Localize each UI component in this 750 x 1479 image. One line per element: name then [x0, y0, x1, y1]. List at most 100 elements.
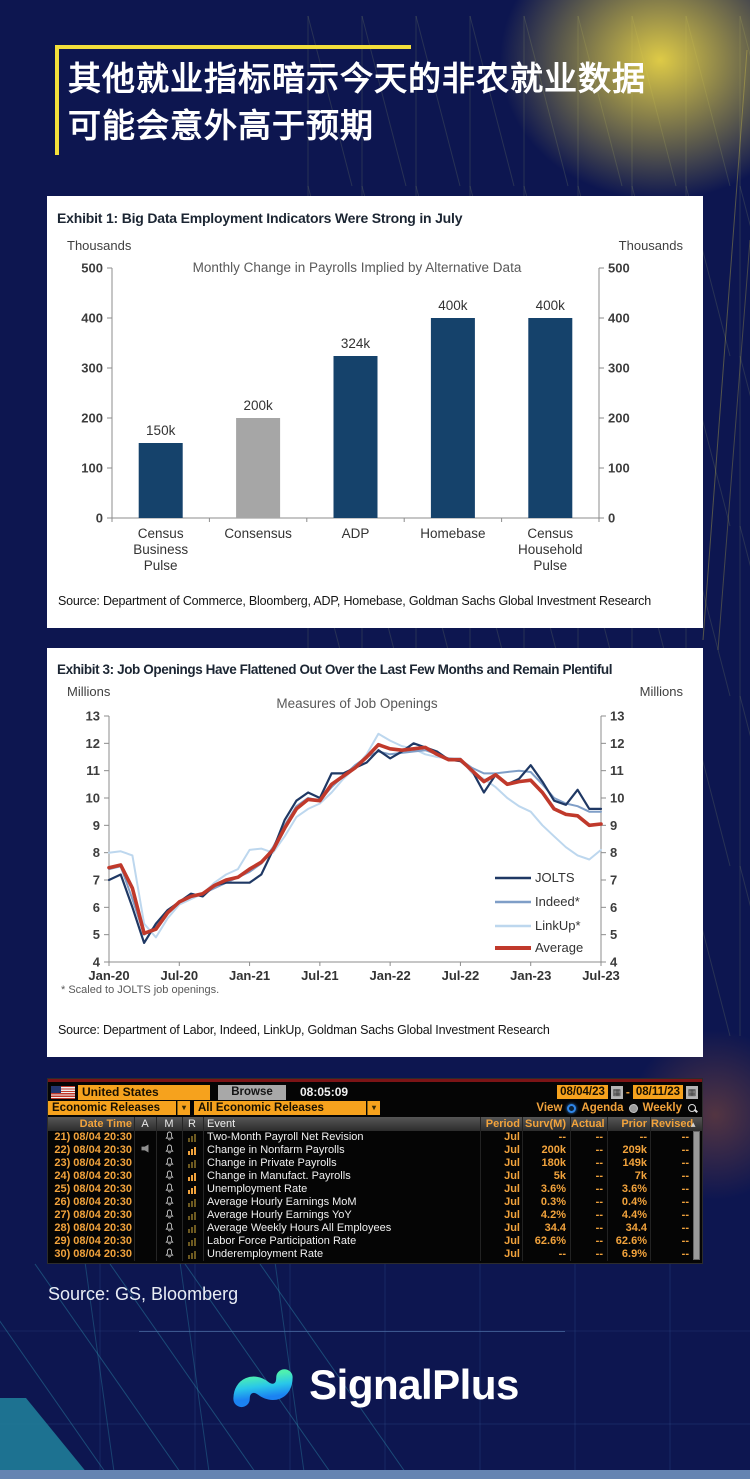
svg-text:6: 6	[610, 900, 617, 915]
table-header-row: Date Time A M R Event Period Surv(M) Act…	[48, 1117, 702, 1131]
view-label: View	[536, 1102, 563, 1114]
bell-icon[interactable]	[156, 1170, 181, 1183]
row-number-datetime: 30) 08/04 20:30	[54, 1248, 132, 1260]
title-accent-top	[55, 45, 411, 49]
alert-cell	[134, 1209, 155, 1222]
svg-text:Jan-20: Jan-20	[88, 968, 129, 983]
category-dropdown[interactable]: Economic Releases ▾	[48, 1101, 190, 1115]
svg-text:400: 400	[81, 311, 103, 326]
svg-text:300: 300	[81, 361, 103, 376]
svg-text:0: 0	[96, 511, 103, 526]
svg-text:12: 12	[86, 736, 100, 751]
release-row[interactable]: 27) 08/04 20:30 Average Hourly Earnings Y…	[48, 1209, 702, 1222]
release-row[interactable]: 25) 08/04 20:30 Unemployment Rate Jul 3.6% -…	[48, 1183, 702, 1196]
release-row[interactable]: 23) 08/04 20:30 Change in Private Payroll…	[48, 1157, 702, 1170]
release-row[interactable]: 30) 08/04 20:30 Underemployment Rate Jul --…	[48, 1248, 702, 1261]
chart-icon[interactable]	[182, 1183, 202, 1196]
prior-cell: --	[607, 1131, 647, 1144]
scrollbar[interactable]	[693, 1131, 700, 1260]
period-cell: Jul	[480, 1209, 520, 1222]
bell-icon[interactable]	[156, 1157, 181, 1170]
agenda-radio[interactable]	[628, 1103, 638, 1113]
bell-icon[interactable]	[156, 1235, 181, 1248]
col-r[interactable]: R	[182, 1117, 202, 1131]
date-from-field[interactable]: 08/04/23	[557, 1085, 608, 1099]
bloomberg-terminal: United States Browse 08:05:09 08/04/23 ▦…	[47, 1078, 703, 1264]
terminal-top-strip	[48, 1079, 702, 1082]
svg-text:ADP: ADP	[342, 526, 370, 541]
release-row[interactable]: 26) 08/04 20:30 Average Hourly Earnings M…	[48, 1196, 702, 1209]
col-event[interactable]: Event	[203, 1117, 479, 1131]
bell-icon[interactable]	[156, 1222, 181, 1235]
bell-icon[interactable]	[156, 1183, 181, 1196]
browse-button[interactable]: Browse	[218, 1085, 286, 1100]
svg-text:Jul-22: Jul-22	[442, 968, 480, 983]
svg-text:400k: 400k	[438, 298, 468, 313]
svg-text:7: 7	[93, 873, 100, 888]
prior-cell: 3.6%	[607, 1183, 647, 1196]
chart-icon[interactable]	[182, 1235, 202, 1248]
alert-cell	[134, 1170, 155, 1183]
chart-icon[interactable]	[182, 1209, 202, 1222]
calendar-icon[interactable]: ▦	[610, 1085, 623, 1099]
chart-icon[interactable]	[182, 1196, 202, 1209]
revised-cell: --	[650, 1235, 689, 1248]
release-row[interactable]: 29) 08/04 20:30 Labor Force Participation…	[48, 1235, 702, 1248]
release-row[interactable]: 21) 08/04 20:30 Two-Month Payroll Net Rev…	[48, 1131, 702, 1144]
survey-cell: 180k	[522, 1157, 566, 1170]
date-to-field[interactable]: 08/11/23	[632, 1085, 683, 1099]
period-cell: Jul	[480, 1144, 520, 1157]
col-datetime[interactable]: Date Time	[79, 1118, 132, 1130]
release-row[interactable]: 28) 08/04 20:30 Average Weekly Hours All …	[48, 1222, 702, 1235]
bell-icon[interactable]	[156, 1131, 181, 1144]
svg-text:Census: Census	[138, 526, 184, 541]
sort-icon[interactable]: ▴	[691, 1119, 696, 1129]
chart-icon[interactable]	[182, 1144, 202, 1157]
exhibit3-card: Exhibit 3: Job Openings Have Flattened O…	[47, 648, 703, 1057]
chevron-down-icon[interactable]: ▾	[177, 1101, 190, 1115]
survey-cell: --	[522, 1131, 566, 1144]
bell-icon[interactable]	[156, 1248, 181, 1261]
line-chart-title: Measures of Job Openings	[276, 696, 438, 711]
period-cell: Jul	[480, 1248, 520, 1261]
svg-text:400: 400	[608, 311, 630, 326]
svg-text:200: 200	[81, 411, 103, 426]
revised-cell: --	[650, 1196, 689, 1209]
chart-icon[interactable]	[182, 1131, 202, 1144]
view-radio[interactable]	[567, 1103, 577, 1113]
col-period[interactable]: Period	[480, 1117, 520, 1131]
release-row[interactable]: 24) 08/04 20:30 Change in Manufact. Payro…	[48, 1170, 702, 1183]
bell-icon[interactable]	[156, 1209, 181, 1222]
chart-icon[interactable]	[182, 1222, 202, 1235]
col-m[interactable]: M	[156, 1117, 181, 1131]
region-field[interactable]: United States	[78, 1085, 210, 1100]
svg-text:324k: 324k	[341, 336, 371, 351]
chevron-down-icon[interactable]: ▾	[367, 1101, 380, 1115]
alert-cell	[134, 1157, 155, 1170]
prior-cell: 4.4%	[607, 1209, 647, 1222]
svg-text:500: 500	[608, 261, 630, 276]
svg-text:4: 4	[610, 955, 618, 970]
svg-text:10: 10	[86, 791, 100, 806]
col-prior[interactable]: Prior	[607, 1117, 647, 1131]
release-row[interactable]: 22) 08/04 20:30 Change in Nonfarm Payroll…	[48, 1144, 702, 1157]
bell-icon[interactable]	[156, 1196, 181, 1209]
col-survey[interactable]: Surv(M)	[522, 1117, 566, 1131]
col-actual[interactable]: Actual	[570, 1117, 605, 1131]
row-number-datetime: 24) 08/04 20:30	[54, 1170, 132, 1182]
chart-icon[interactable]	[182, 1248, 202, 1261]
prior-cell: 34.4	[607, 1222, 647, 1235]
calendar-icon[interactable]: ▦	[686, 1085, 698, 1099]
chart-icon[interactable]	[182, 1157, 202, 1170]
svg-text:13: 13	[86, 709, 100, 724]
releases-dropdown[interactable]: All Economic Releases ▾	[194, 1101, 380, 1115]
exhibit3-title: Exhibit 3: Job Openings Have Flattened O…	[57, 662, 613, 677]
col-a[interactable]: A	[134, 1117, 155, 1131]
chart-icon[interactable]	[182, 1170, 202, 1183]
svg-text:Jan-21: Jan-21	[229, 968, 270, 983]
search-icon[interactable]	[687, 1103, 698, 1114]
view-toggle-bar: View Agenda Weekly	[536, 1102, 698, 1114]
col-revised[interactable]: Revised	[650, 1117, 694, 1131]
prior-cell: 6.9%	[607, 1248, 647, 1261]
bell-icon[interactable]	[156, 1144, 181, 1157]
